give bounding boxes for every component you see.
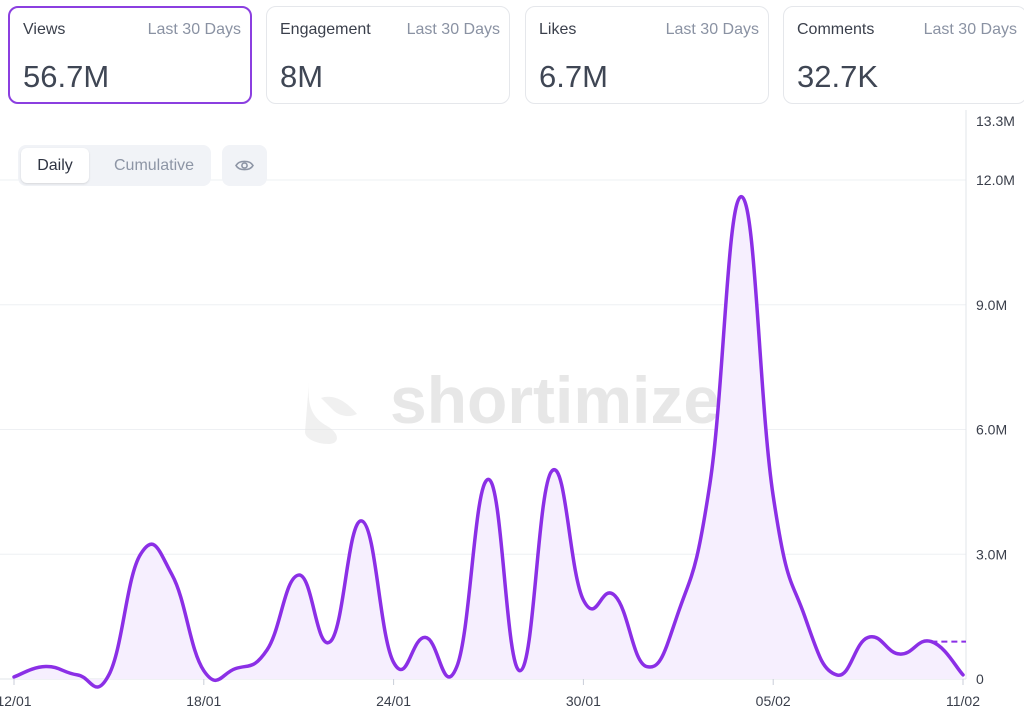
- data-point[interactable]: [645, 665, 649, 669]
- data-point[interactable]: [12, 675, 16, 679]
- data-point[interactable]: [834, 673, 838, 677]
- x-tick-label: 18/01: [186, 693, 221, 709]
- watermark-text: shortimize: [390, 363, 720, 437]
- data-point[interactable]: [929, 640, 933, 644]
- y-tick-label: 3.0M: [976, 546, 1007, 562]
- data-point[interactable]: [866, 635, 870, 639]
- visibility-button[interactable]: [222, 145, 267, 186]
- x-tick-label: 12/01: [0, 693, 32, 709]
- data-point[interactable]: [233, 667, 237, 671]
- x-tick-label: 05/02: [756, 693, 791, 709]
- chart-area-fill: [14, 196, 963, 688]
- likes-period: Last 30 Days: [665, 21, 759, 38]
- likes-card[interactable]: Likes Last 30 Days 6.7M: [525, 6, 769, 104]
- chart-series-line: [12, 194, 965, 689]
- data-point[interactable]: [107, 673, 111, 677]
- views-period: Last 30 Days: [147, 21, 241, 38]
- views-card[interactable]: Views Last 30 Days 56.7M: [8, 6, 252, 104]
- data-point[interactable]: [961, 673, 965, 677]
- data-point[interactable]: [581, 598, 585, 602]
- data-point[interactable]: [360, 519, 364, 523]
- data-point[interactable]: [455, 665, 459, 669]
- comments-period: Last 30 Days: [923, 21, 1017, 38]
- data-point[interactable]: [518, 669, 522, 673]
- comments-card[interactable]: Comments Last 30 Days 32.7K: [783, 6, 1024, 104]
- data-point[interactable]: [75, 673, 79, 677]
- x-tick-label: 24/01: [376, 693, 411, 709]
- y-tick-label: 0: [976, 671, 984, 687]
- likes-value: 6.7M: [539, 59, 608, 94]
- data-point[interactable]: [202, 669, 206, 673]
- watermark-logo-swoosh: [321, 396, 357, 417]
- engagement-label: Engagement: [280, 21, 371, 38]
- stats-cards: Views Last 30 Days 56.7M Engagement Last…: [8, 6, 1024, 106]
- data-point[interactable]: [708, 482, 712, 486]
- y-tick-label: 9.0M: [976, 297, 1007, 313]
- y-tick-label: 6.0M: [976, 422, 1007, 438]
- data-point[interactable]: [771, 494, 775, 498]
- watermark: shortimize: [305, 363, 720, 444]
- comments-label: Comments: [797, 21, 875, 38]
- x-tick-label: 30/01: [566, 693, 601, 709]
- data-point[interactable]: [392, 660, 396, 664]
- views-value: 56.7M: [23, 59, 110, 94]
- engagement-period: Last 30 Days: [406, 21, 500, 38]
- watermark-logo-icon: [305, 382, 337, 444]
- eye-icon: [235, 160, 254, 171]
- data-point[interactable]: [44, 665, 48, 669]
- data-point[interactable]: [740, 195, 744, 199]
- y-tick-label: 12.0M: [976, 172, 1015, 188]
- data-point[interactable]: [139, 552, 143, 556]
- likes-label: Likes: [539, 21, 577, 38]
- data-point[interactable]: [898, 652, 902, 656]
- data-point[interactable]: [328, 640, 332, 644]
- cumulative-option[interactable]: Cumulative: [113, 157, 195, 174]
- data-point[interactable]: [487, 477, 491, 481]
- data-point[interactable]: [423, 635, 427, 639]
- engagement-card[interactable]: Engagement Last 30 Days 8M: [266, 6, 510, 104]
- data-point[interactable]: [297, 573, 301, 577]
- data-point[interactable]: [170, 573, 174, 577]
- comments-value: 32.7K: [797, 59, 879, 94]
- data-point[interactable]: [265, 648, 269, 652]
- data-point[interactable]: [676, 610, 680, 614]
- views-line-chart: shortimize 0 3.0M 6.0M 9.0M 12.0M 13.3M 12/01…: [0, 110, 1015, 709]
- data-point[interactable]: [550, 469, 554, 473]
- data-point[interactable]: [803, 615, 807, 619]
- data-point[interactable]: [613, 594, 617, 598]
- daily-cumulative-toggle: Daily Cumulative: [18, 145, 211, 186]
- engagement-value: 8M: [280, 59, 324, 94]
- x-tick-label: 11/02: [946, 693, 980, 709]
- y-tick-label: 13.3M: [976, 113, 1015, 129]
- views-label: Views: [23, 21, 66, 38]
- daily-option[interactable]: Daily: [21, 148, 89, 183]
